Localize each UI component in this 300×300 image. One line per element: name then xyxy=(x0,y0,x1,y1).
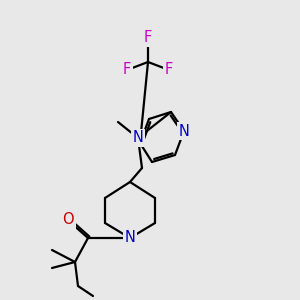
Text: F: F xyxy=(165,62,173,77)
Text: O: O xyxy=(62,212,74,227)
Text: N: N xyxy=(178,124,189,139)
Text: F: F xyxy=(144,31,152,46)
Text: N: N xyxy=(133,130,143,146)
Text: N: N xyxy=(124,230,135,245)
Text: F: F xyxy=(123,62,131,77)
